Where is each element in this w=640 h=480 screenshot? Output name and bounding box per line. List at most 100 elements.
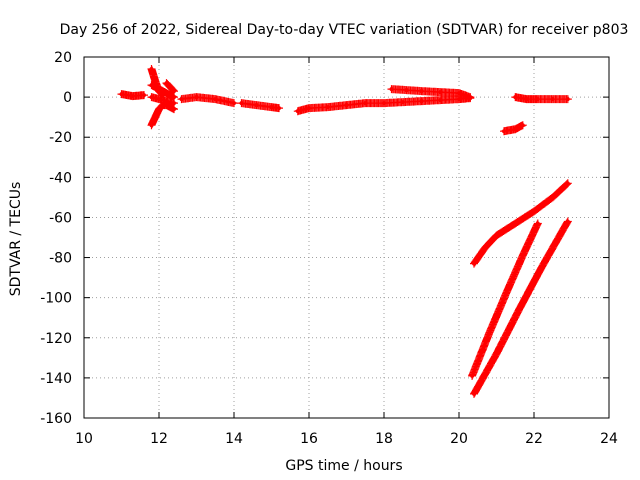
data-point [535, 221, 540, 226]
data-point [232, 101, 236, 106]
data-point [157, 97, 161, 102]
data-point [472, 261, 476, 266]
data-point [157, 87, 161, 92]
data-point [565, 219, 570, 224]
data-point [470, 373, 475, 378]
data-point [164, 81, 169, 86]
data-point [172, 101, 176, 106]
y-tick-label: -40 [49, 170, 72, 186]
data-point [344, 103, 349, 108]
y-tick-label: -80 [49, 251, 72, 267]
data-point [419, 99, 424, 104]
y-tick-label: 0 [63, 90, 72, 106]
series-markers [511, 93, 572, 104]
data-point [438, 98, 443, 103]
data-point [502, 129, 506, 134]
series-arc-4 [147, 81, 178, 102]
y-tick-label: -20 [49, 130, 72, 146]
series-arc-12 [500, 121, 527, 136]
data-point [149, 83, 154, 88]
data-point [468, 95, 473, 100]
series-arc-14 [468, 219, 542, 380]
y-tick-label: -100 [40, 291, 72, 307]
data-point [550, 97, 555, 102]
y-tick-label: -140 [40, 371, 72, 387]
data-point [142, 93, 146, 98]
series-arc-15 [470, 217, 572, 398]
series-arc-8 [237, 99, 283, 113]
data-point [419, 89, 424, 94]
series-markers [177, 93, 238, 108]
data-point [524, 97, 529, 102]
data-point [153, 115, 158, 120]
data-series [117, 65, 572, 398]
data-point [457, 91, 461, 96]
data-point [517, 307, 521, 312]
series-markers [237, 99, 283, 113]
data-point [565, 181, 570, 186]
axis-ticks [83, 56, 610, 419]
data-point [532, 209, 536, 214]
data-point [520, 253, 525, 258]
x-tick-label: 20 [450, 431, 468, 447]
data-point [513, 127, 518, 132]
x-tick-label: 24 [600, 431, 618, 447]
data-point [172, 95, 176, 100]
series-markers [468, 219, 542, 380]
data-point [520, 123, 525, 128]
tick-labels: 10 12 14 16 18 20 22 24 -160 -140 -120 -100 -80 -60 -4… [40, 50, 618, 447]
data-point [363, 101, 368, 106]
y-tick-label: -160 [40, 411, 72, 427]
data-point [149, 123, 154, 128]
data-point [325, 105, 330, 110]
data-point [295, 109, 300, 114]
data-point [194, 95, 199, 100]
chart-title: Day 256 of 2022, Sidereal Day-to-day VTE… [60, 22, 629, 38]
x-tick-label: 10 [75, 431, 93, 447]
data-point [472, 391, 476, 396]
data-point [149, 67, 154, 72]
data-point [400, 100, 405, 105]
y-tick-label: -60 [49, 210, 72, 226]
x-axis-label: GPS time / hours [285, 458, 402, 474]
data-point [149, 95, 154, 100]
data-point [494, 233, 499, 238]
y-tick-label: 20 [54, 50, 72, 66]
series-arc-11 [511, 93, 572, 104]
data-point [119, 92, 124, 97]
series-arc-6 [162, 79, 178, 96]
data-point [172, 107, 176, 112]
series-arc-7 [177, 93, 238, 108]
data-point [157, 107, 161, 112]
data-point [513, 95, 518, 100]
data-point [565, 97, 570, 102]
data-point [389, 87, 394, 92]
data-point [168, 85, 173, 90]
data-point [153, 79, 158, 84]
x-tick-label: 12 [150, 431, 168, 447]
data-point [172, 89, 176, 94]
x-tick-label: 22 [525, 431, 543, 447]
data-point [164, 91, 169, 96]
data-point [505, 287, 510, 292]
data-point [438, 90, 443, 95]
x-tick-label: 14 [225, 431, 243, 447]
data-point [487, 331, 491, 336]
y-tick-label: -120 [40, 331, 72, 347]
data-point [382, 101, 386, 106]
data-point [513, 221, 518, 226]
data-point [404, 88, 409, 93]
data-point [164, 99, 169, 104]
x-tick-label: 16 [300, 431, 318, 447]
data-point [550, 195, 555, 200]
series-arc-5 [147, 93, 178, 108]
data-point [277, 106, 281, 111]
data-point [483, 245, 488, 250]
plot-frame [83, 56, 610, 419]
series-arc-13 [470, 179, 572, 268]
data-point [269, 105, 274, 110]
data-point [307, 106, 311, 111]
series-arc-10 [387, 85, 475, 102]
data-point [539, 265, 544, 270]
